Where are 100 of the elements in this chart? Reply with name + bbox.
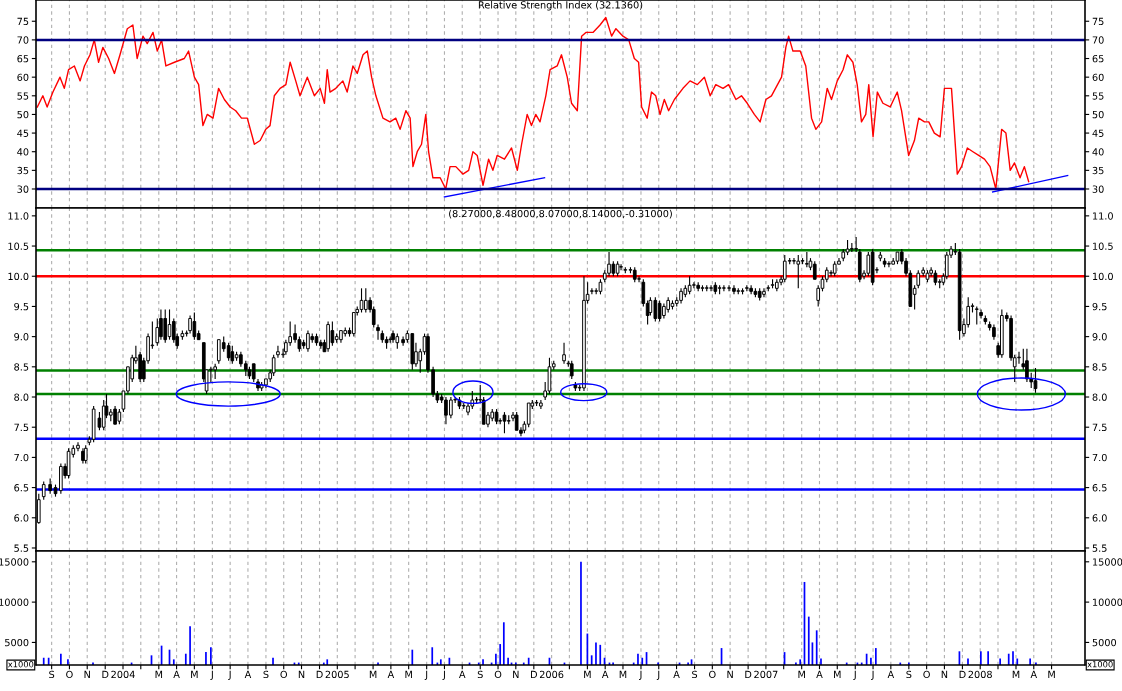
y2-tick-label: 40 <box>1092 148 1104 156</box>
y-tick-label: 65 <box>17 55 29 63</box>
x-tick-label: N <box>727 670 733 678</box>
y-tick-label: 75 <box>17 17 29 26</box>
x-tick-label: N <box>298 670 305 678</box>
x-tick-label: J <box>853 670 856 680</box>
x-tick-label: O <box>923 670 930 679</box>
x-tick-label: O <box>494 670 502 679</box>
x-tick-label: J <box>424 670 428 680</box>
candlestick <box>113 405 117 425</box>
candlestick <box>41 480 46 501</box>
candlestick <box>363 287 368 314</box>
y2-tick-label: 35 <box>1092 166 1104 175</box>
x-tick-label: A <box>173 670 180 678</box>
y2-tick-label: 70 <box>1092 36 1104 44</box>
y-tick-label: 9.5 <box>14 302 29 311</box>
y2-tick-label: 55 <box>1092 92 1104 100</box>
candlestick <box>792 257 796 265</box>
y-tick-label: 45 <box>17 129 29 137</box>
candlestick <box>48 477 52 495</box>
y-tick-label: 8.0 <box>14 393 29 401</box>
x-tick-label: N <box>84 670 90 678</box>
x-tick-label: S <box>692 670 698 679</box>
candlestick <box>607 251 611 277</box>
candlestick <box>226 342 231 362</box>
candlestick <box>687 275 692 295</box>
candlestick <box>306 330 310 353</box>
candlestick <box>526 402 531 428</box>
x-tick-label: 2004 <box>111 670 135 679</box>
x-tick-label: 2006 <box>539 670 564 679</box>
line-series <box>36 16 1030 190</box>
x-tick-label: J <box>639 670 642 680</box>
candlestick <box>979 308 983 320</box>
candlestick <box>562 342 566 365</box>
chart-title: (8.27000,8.48000,8.07000,8.14000,-0.31000) <box>449 209 672 219</box>
y2-tick-label: 15000 <box>1093 558 1122 566</box>
y-tick-label: 35 <box>17 166 29 175</box>
candlestick <box>692 281 696 289</box>
y2-tick-label: 30 <box>1092 185 1104 193</box>
x-tick-label: A <box>1030 670 1038 678</box>
x-tick-label: A <box>458 670 466 678</box>
x-tick-label: O <box>280 670 288 679</box>
x-tick-label: J <box>210 670 213 680</box>
x-tick-label: A <box>387 670 395 678</box>
candlestick <box>188 314 192 335</box>
x-tick-label: M <box>619 670 627 678</box>
y-tick-label: 9.0 <box>14 333 29 341</box>
y-tick-label: 15000 <box>0 558 29 566</box>
x-tick-label: M <box>584 670 591 678</box>
x-tick-label: M <box>405 670 412 678</box>
y-tick-label: 40 <box>17 148 29 156</box>
x-tick-label: M <box>1048 670 1055 678</box>
candlestick <box>163 308 168 344</box>
candlestick <box>401 336 405 347</box>
candlestick <box>812 260 817 280</box>
x-tick-label: M <box>155 670 163 678</box>
x-tick-label: J <box>656 670 660 680</box>
x-tick-label: D <box>531 670 537 678</box>
candlestick <box>590 287 594 295</box>
candlestick <box>887 260 891 268</box>
candlestick <box>1025 348 1029 383</box>
x-tick-label: S <box>49 670 55 679</box>
candlestick <box>359 287 364 314</box>
y-tick-label: 6.5 <box>14 484 29 492</box>
x-tick-label: 2008 <box>968 670 992 679</box>
y-tick-label: 7.0 <box>14 453 29 462</box>
candlestick <box>376 323 380 341</box>
y-tick-label: 7.5 <box>14 423 29 432</box>
x-tick-label: A <box>673 670 680 678</box>
candlestick <box>330 320 335 347</box>
y2-tick-label: 50 <box>1092 110 1104 119</box>
y2-tick-label: 10.5 <box>1093 242 1113 250</box>
y2-tick-label: 60 <box>1092 73 1104 81</box>
x-tick-label: S <box>263 670 269 679</box>
y-tick-label: 11.0 <box>8 212 29 220</box>
y2-axis-title: x1000 <box>1087 661 1113 668</box>
y2-tick-label: 9.5 <box>1092 302 1107 311</box>
candlestick <box>230 345 235 365</box>
x-tick-label: A <box>601 670 609 678</box>
x-tick-label: M <box>798 670 805 678</box>
y-tick-label: 10000 <box>0 598 29 606</box>
x-tick-label: A <box>816 670 823 678</box>
y2-tick-label: 75 <box>1092 17 1104 26</box>
x-tick-label: M <box>369 670 377 678</box>
x-tick-label: D <box>745 670 752 678</box>
y2-tick-label: 65 <box>1092 55 1104 63</box>
candlestick <box>657 299 662 323</box>
x-tick-label: J <box>871 670 874 680</box>
y2-tick-label: 45 <box>1092 129 1104 137</box>
x-tick-label: A <box>887 670 895 678</box>
y-tick-label: 50 <box>17 110 29 119</box>
x-tick-label: 2005 <box>325 670 349 679</box>
y-tick-label: 10.0 <box>8 272 29 281</box>
x-tick-label: J <box>442 670 445 680</box>
y2-tick-label: 5000 <box>1092 638 1117 647</box>
y2-tick-label: 6.5 <box>1092 484 1107 492</box>
y2-tick-label: 11.0 <box>1093 212 1113 220</box>
y-axis-title: x1000 <box>8 661 34 668</box>
y2-tick-label: 10000 <box>1093 598 1122 606</box>
y2-tick-label: 9.0 <box>1092 333 1107 341</box>
